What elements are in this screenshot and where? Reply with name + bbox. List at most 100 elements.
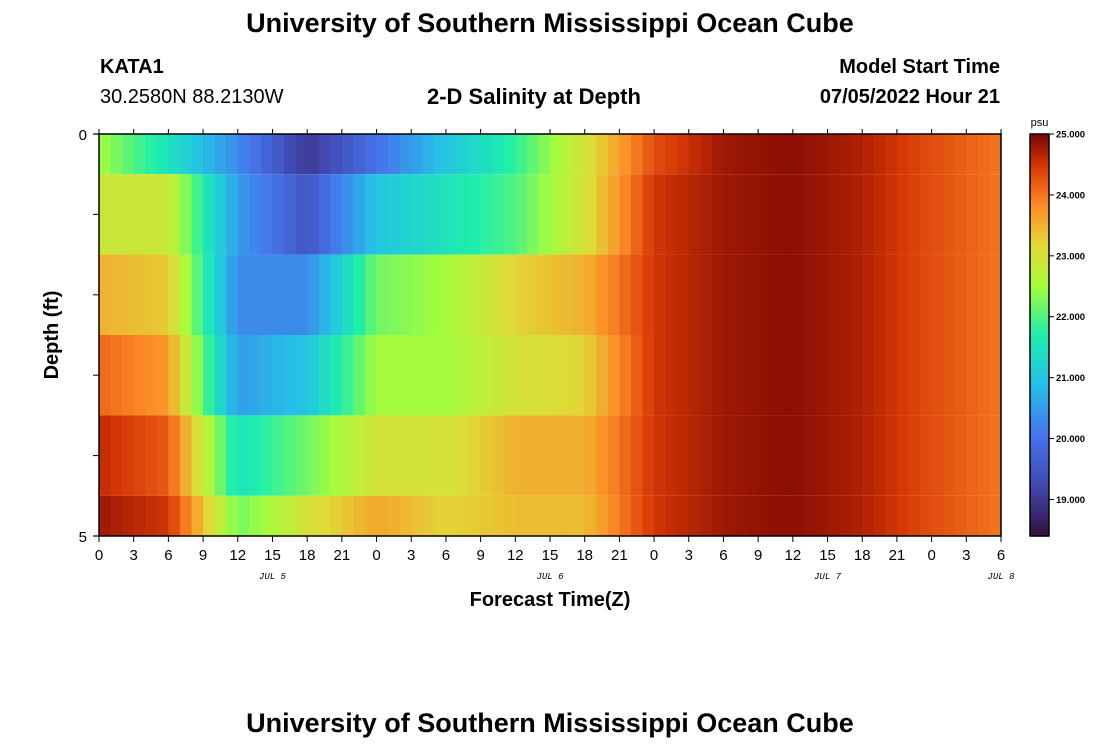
heatmap-cell [284, 415, 297, 496]
colorbar-segment [1030, 355, 1049, 360]
heatmap-cell [827, 174, 840, 255]
x-tick-label: 6 [164, 547, 172, 564]
heatmap-cell [434, 415, 447, 496]
colorbar-segment [1030, 268, 1049, 272]
heatmap-cell [434, 335, 447, 416]
heatmap-cell [677, 335, 690, 416]
heatmap-cell [411, 335, 424, 416]
colorbar-frame [1029, 133, 1050, 537]
heatmap-cell [839, 495, 852, 536]
heatmap-cell [769, 415, 782, 496]
heatmap-cell [781, 415, 794, 496]
heatmap-cell [110, 174, 123, 255]
heatmap-cell [307, 495, 320, 536]
colorbar-segment [1030, 304, 1049, 309]
heatmap-cell [399, 495, 412, 536]
heatmap-cell [873, 254, 886, 335]
heatmap-cell [526, 134, 540, 175]
heatmap-cell [688, 495, 701, 536]
colorbar-segment [1030, 237, 1049, 242]
heatmap-cell [792, 335, 806, 416]
colorbar-segment [1030, 247, 1049, 252]
heatmap-cell [677, 415, 690, 496]
heatmap-cell [237, 495, 250, 536]
heatmap-cell [943, 415, 956, 496]
heatmap-cell [99, 254, 112, 335]
colorbar-segment [1030, 311, 1049, 316]
heatmap-cell [353, 134, 366, 175]
heatmap-cell [538, 174, 551, 255]
heatmap-cell [480, 254, 493, 335]
heatmap-cell [735, 134, 748, 175]
heatmap-cell [295, 335, 308, 416]
heatmap-cell [804, 134, 817, 175]
heatmap-cell [642, 495, 655, 536]
colorbar-segment [1030, 184, 1049, 189]
heatmap-cell [376, 335, 389, 416]
x-tick-label: 9 [754, 547, 762, 564]
heatmap-cell [237, 134, 250, 175]
heatmap-cell [364, 134, 378, 175]
heatmap-cell [272, 335, 285, 416]
heatmap-cell [399, 335, 412, 416]
colorbar-segment [1030, 502, 1049, 507]
heatmap-cell [422, 174, 435, 255]
heatmap-cell [896, 134, 910, 175]
heatmap-cell [573, 254, 586, 335]
heatmap-cell [191, 134, 204, 175]
heatmap-cell [700, 134, 713, 175]
colorbar-segment [1030, 308, 1049, 313]
station-coords: 30.2580N 88.2130W [100, 86, 284, 108]
heatmap-cell [480, 335, 493, 416]
heatmap-cell [249, 254, 262, 335]
heatmap-cell [526, 335, 540, 416]
heatmap-cell [607, 174, 620, 255]
colorbar-segment [1030, 167, 1049, 172]
heatmap-cell [399, 134, 412, 175]
heatmap-cell [318, 335, 331, 416]
colorbar-segment [1030, 458, 1049, 463]
heatmap-cell [630, 134, 644, 175]
colorbar-segment [1030, 519, 1049, 524]
heatmap-cell [295, 174, 308, 255]
heatmap-cell [677, 254, 690, 335]
footer-title: University of Southern Mississippi Ocean… [246, 708, 854, 738]
heatmap-cell [769, 335, 782, 416]
heatmap-cell [214, 335, 227, 416]
heatmap-cell [99, 415, 112, 496]
colorbar-segment [1030, 160, 1049, 165]
colorbar-segment [1030, 147, 1049, 152]
heatmap-cell [318, 254, 331, 335]
heatmap-cell [295, 254, 308, 335]
colorbar-segment [1030, 150, 1049, 155]
heatmap-cell [307, 415, 320, 496]
colorbar-segment [1030, 529, 1049, 534]
x-tick-label: 18 [299, 547, 316, 564]
heatmap-cell [179, 174, 193, 255]
heatmap-cell [573, 134, 586, 175]
x-tick-label: 0 [650, 547, 658, 564]
heatmap-cell [677, 174, 690, 255]
heatmap-cell [318, 174, 331, 255]
colorbar-segment [1030, 251, 1049, 256]
heatmap-cell [272, 415, 285, 496]
colorbar-segment [1030, 445, 1049, 450]
colorbar-segment [1030, 204, 1049, 209]
heatmap-cell [758, 254, 771, 335]
heatmap-cell [607, 495, 620, 536]
heatmap-cell [642, 174, 655, 255]
x-tick-label: 12 [229, 547, 246, 564]
heatmap-cell [422, 335, 435, 416]
heatmap-cell [654, 174, 667, 255]
heatmap-cell [665, 254, 678, 335]
colorbar-segment [1030, 257, 1049, 262]
heatmap-cell [445, 174, 459, 255]
heatmap-cell [260, 254, 274, 335]
x-tick-label: 0 [372, 547, 380, 564]
colorbar-segment [1030, 244, 1049, 249]
heatmap-cell [654, 335, 667, 416]
heatmap-cell [191, 415, 204, 496]
heatmap-cell [133, 174, 146, 255]
heatmap-cell [792, 495, 806, 536]
heatmap-cell [226, 335, 239, 416]
